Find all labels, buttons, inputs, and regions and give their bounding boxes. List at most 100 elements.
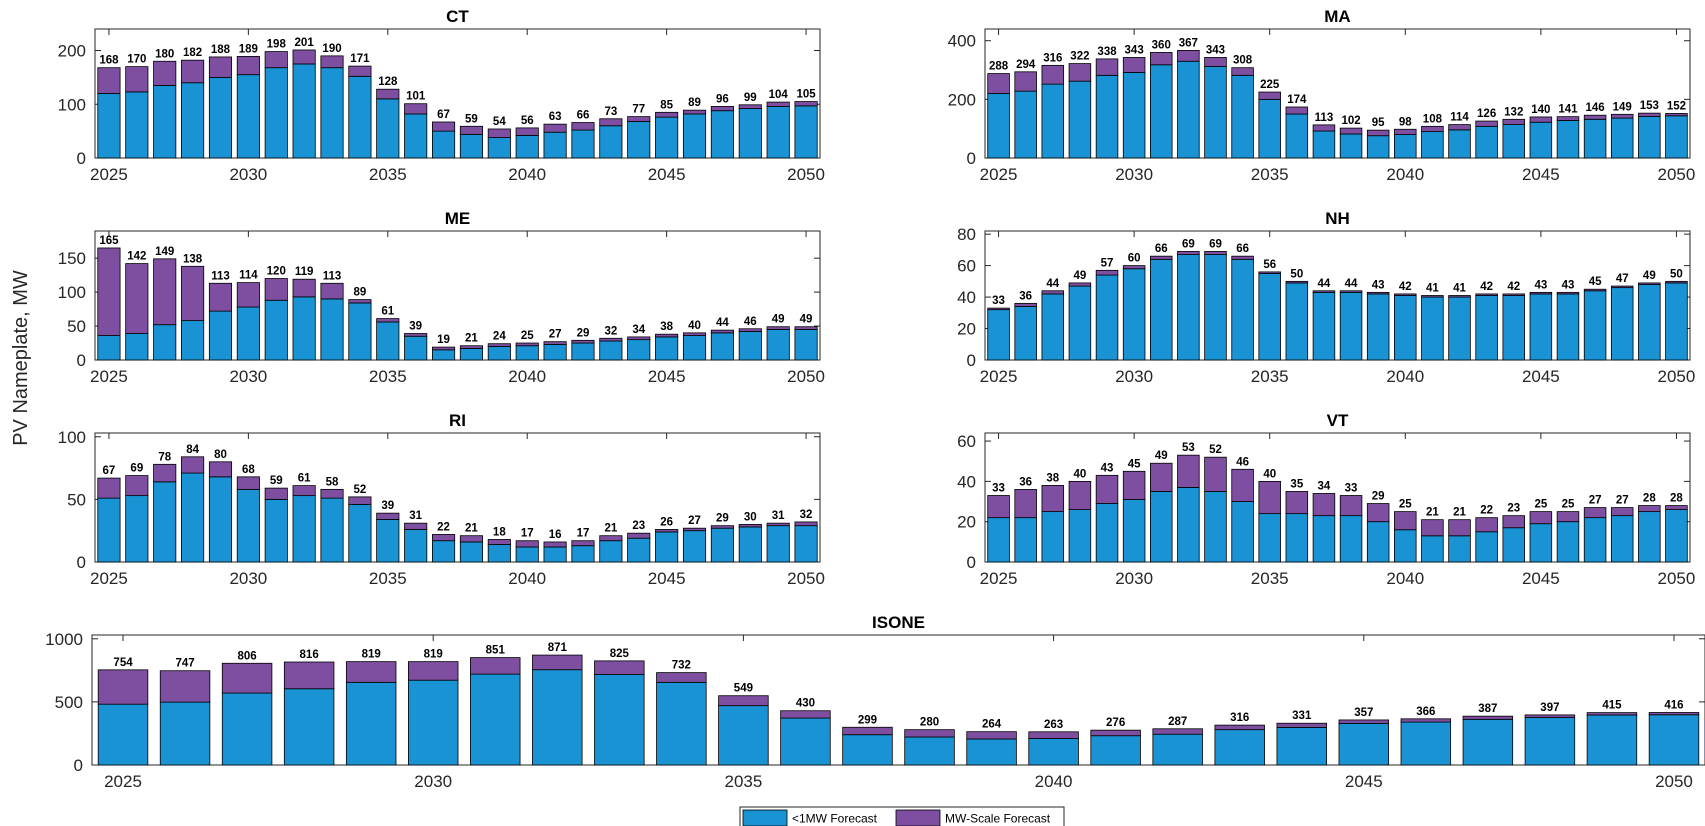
bar-small-2045 [655,116,679,159]
data-label-2035: 549 [734,683,753,695]
bar-mw-2041 [1421,295,1444,298]
bar-mw-2034 [348,65,372,77]
bar-mw-2039 [487,128,511,138]
bar-mw-2036 [1285,491,1309,515]
bar-small-2027 [153,324,177,361]
bar-mw-2029 [1095,269,1119,276]
x-tick-label: 2040 [508,569,546,588]
bar-mw-2046 [1556,116,1580,121]
bar-small-2032 [1177,60,1200,159]
bar-small-2041 [543,131,567,159]
bar-mw-2030 [407,661,459,681]
x-tick-label: 2040 [508,165,546,184]
chart-title: NH [1325,209,1350,228]
data-label-2043: 22 [1480,505,1493,517]
bar-small-2027 [1041,83,1065,159]
data-label-2033: 343 [1206,44,1225,56]
data-label-2050: 28 [1670,493,1683,505]
x-tick-label: 2035 [369,367,407,386]
bar-mw-2033 [1204,456,1227,492]
bar-mw-2042 [571,122,595,131]
bar-mw-2031 [264,51,288,69]
data-label-2050: 49 [800,314,813,326]
bar-small-2044 [1276,726,1327,766]
bar-mw-2032 [532,654,583,671]
bar-small-2039 [487,346,511,361]
bar-mw-2049 [1638,112,1661,117]
x-tick-label: 2040 [1035,772,1073,791]
data-label-2045: 26 [660,516,673,528]
y-tick-label: 100 [58,95,86,114]
y-tick-label: 0 [77,149,86,168]
bar-small-2045 [1529,293,1553,361]
bar-small-2049 [1638,284,1661,361]
bar-mw-2040 [515,540,539,548]
bar-small-2040 [515,546,539,563]
legend-label-small: <1MW Forecast [792,812,878,826]
bar-small-2039 [966,738,1017,766]
data-label-2028: 816 [300,649,319,661]
bar-small-2026 [159,701,211,766]
bar-small-2028 [283,688,335,766]
data-label-2041: 63 [549,111,562,123]
bar-small-2033 [320,497,344,563]
x-tick-label: 2045 [1522,367,1560,386]
x-tick-label: 2025 [90,569,128,588]
x-tick-label: 2030 [229,367,267,386]
bar-mw-2034 [1231,67,1254,76]
bar-mw-2045 [1529,291,1553,295]
bar-small-2029 [208,76,233,159]
data-label-2048: 47 [1616,273,1629,285]
bar-small-2028 [1068,80,1092,159]
data-label-2047: 45 [1589,276,1602,288]
data-label-2036: 31 [409,510,422,522]
bar-mw-2040 [515,127,539,136]
data-label-2039: 54 [493,116,506,128]
bar-mw-2044 [627,116,651,122]
y-tick-label: 0 [77,351,86,370]
bar-small-2042 [1448,296,1471,361]
bar-small-2038 [459,348,483,361]
bar-mw-2047 [1583,288,1607,292]
data-label-2027: 180 [155,48,174,60]
bar-small-2030 [407,679,459,766]
bar-mw-2048 [1610,507,1634,517]
bar-mw-2036 [1285,106,1309,115]
bar-small-2027 [1041,511,1065,563]
x-tick-label: 2030 [1115,367,1153,386]
bar-small-2029 [208,476,233,563]
bar-mw-2032 [292,485,316,497]
y-tick-label: 500 [55,693,83,712]
bar-mw-2041 [1421,125,1444,133]
data-label-2031: 851 [486,645,506,657]
data-label-2045: 85 [660,99,673,111]
bar-mw-2025 [97,669,149,705]
bar-small-2029 [1095,74,1119,159]
y-tick-label: 60 [957,432,976,451]
data-label-2027: 44 [1046,278,1059,290]
data-label-2042: 66 [577,110,590,122]
bar-small-2028 [181,82,205,159]
data-label-2040: 17 [521,528,534,540]
bar-small-2032 [1177,487,1200,563]
bar-mw-2033 [320,488,344,499]
data-label-2030: 189 [239,43,258,55]
bar-small-2027 [1041,293,1065,361]
data-label-2029: 113 [211,270,230,282]
bar-small-2047 [710,110,734,159]
data-label-2048: 27 [1616,495,1629,507]
data-label-2041: 41 [1426,283,1439,295]
data-label-2045: 38 [660,321,673,333]
data-label-2050: 105 [796,89,816,101]
bar-mw-2030 [1122,470,1146,500]
data-label-2044: 23 [1507,503,1520,515]
data-label-2031: 59 [270,475,283,487]
bar-mw-2033 [320,282,344,300]
data-label-2039: 95 [1372,117,1385,129]
bar-small-2050 [1648,714,1700,766]
data-label-2045: 25 [1534,499,1547,511]
bar-mw-2029 [208,56,233,78]
